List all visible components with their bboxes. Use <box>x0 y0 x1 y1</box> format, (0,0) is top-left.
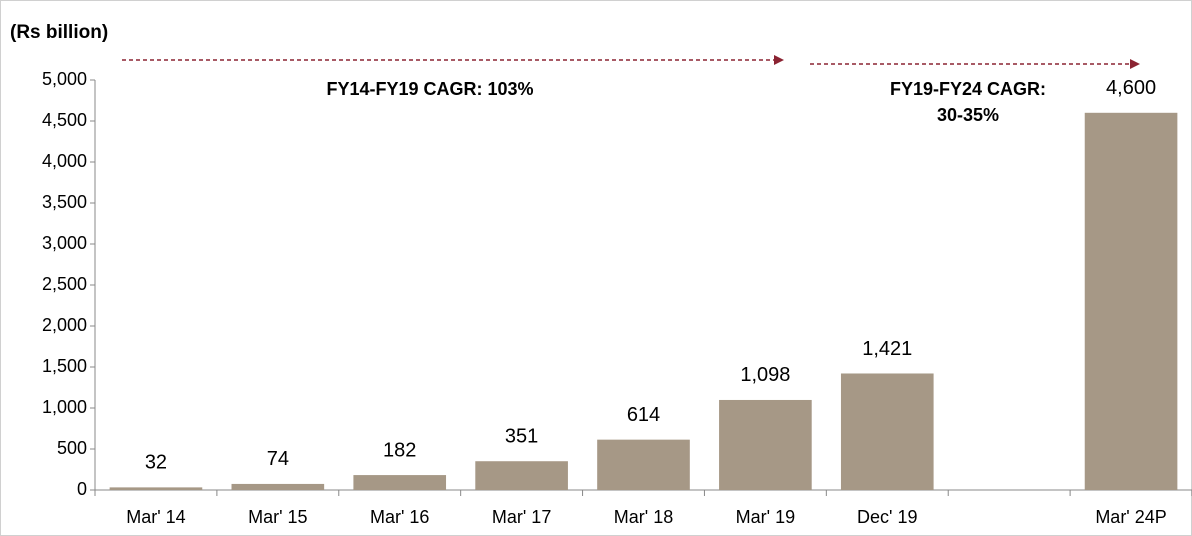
bar <box>1084 112 1178 491</box>
bar <box>719 399 812 490</box>
x-tick-label: Dec' 19 <box>857 507 917 527</box>
value-label: 4,600 <box>1106 77 1156 99</box>
x-tick-label: Mar' 16 <box>370 507 429 527</box>
y-tick-label: 3,000 <box>42 233 87 253</box>
x-tick-label: Mar' 18 <box>614 507 673 527</box>
y-tick-label: 4,500 <box>42 110 87 130</box>
y-tick-label: 0 <box>77 479 87 499</box>
bar <box>840 373 934 490</box>
annotation: FY14-FY19 CAGR: 103% <box>326 79 533 99</box>
y-tick-label: 3,500 <box>42 192 87 212</box>
y-tick-label: 500 <box>57 438 87 458</box>
value-label: 1,098 <box>740 364 790 386</box>
y-tick-label: 1,500 <box>42 356 87 376</box>
x-tick-label: Mar' 15 <box>248 507 307 527</box>
y-tick-label: 2,500 <box>42 274 87 294</box>
bar <box>109 487 203 490</box>
y-tick-label: 5,000 <box>42 69 87 89</box>
y-tick-label: 2,000 <box>42 315 87 335</box>
x-tick-label: Mar' 17 <box>492 507 551 527</box>
value-label: 351 <box>505 425 538 447</box>
bar <box>353 475 447 490</box>
value-label: 74 <box>267 448 289 470</box>
annotation: 30-35% <box>937 105 999 125</box>
bar <box>597 439 690 490</box>
value-label: 614 <box>627 404 660 426</box>
value-label: 182 <box>383 439 416 461</box>
y-axis-label: (Rs billion) <box>10 22 108 43</box>
x-tick-label: Mar' 19 <box>736 507 795 527</box>
x-tick-label: Mar' 14 <box>126 507 185 527</box>
x-tick-label: Mar' 24P <box>1095 507 1166 527</box>
bar <box>475 461 568 490</box>
bar <box>231 483 325 490</box>
value-label: 1,421 <box>862 338 912 360</box>
y-tick-label: 4,000 <box>42 151 87 171</box>
y-tick-label: 1,000 <box>42 397 87 417</box>
annotation: FY19-FY24 CAGR: <box>890 79 1046 99</box>
value-label: 32 <box>145 452 167 474</box>
